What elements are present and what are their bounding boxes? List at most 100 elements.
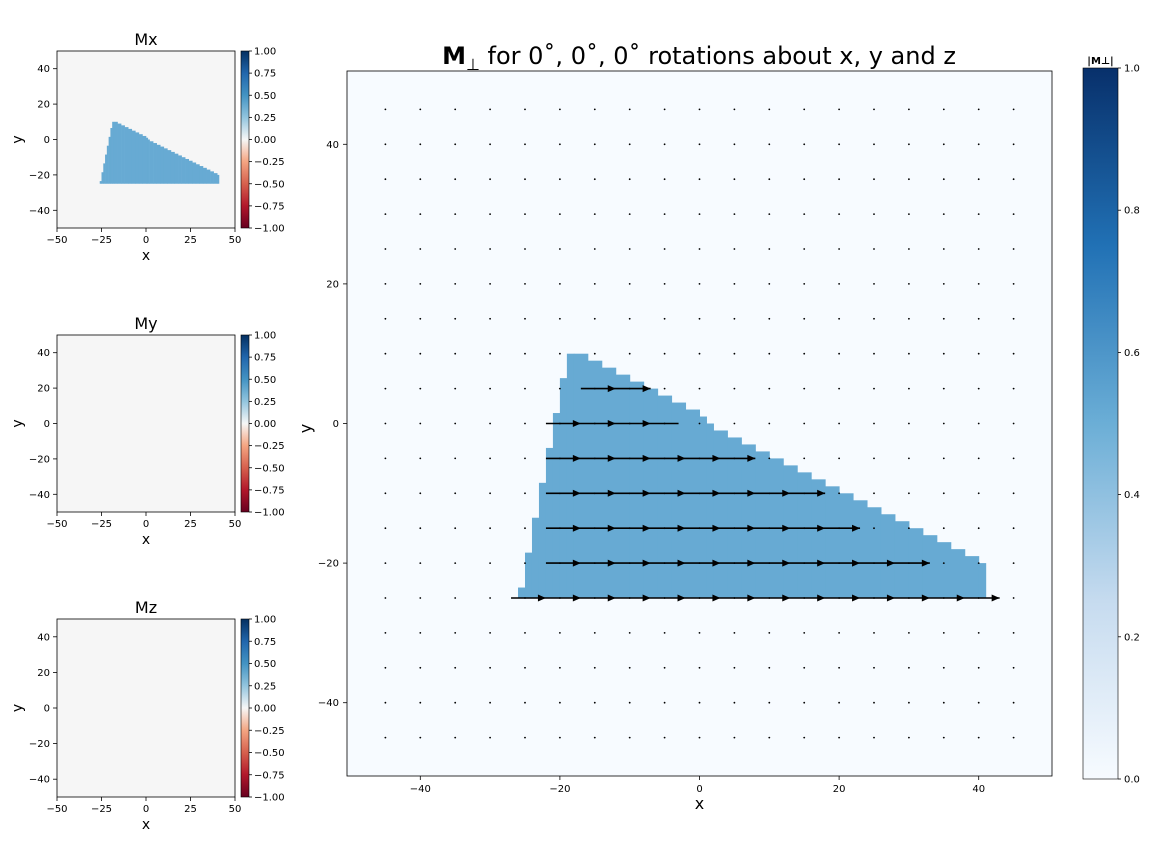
mperp-grid-dot — [1012, 701, 1015, 704]
mperp-grid-dot — [454, 108, 457, 111]
mperp-grid-dot — [838, 492, 841, 495]
mperp-grid-dot — [489, 282, 491, 285]
mperp-ytick-label: 0 — [333, 419, 339, 430]
mperp-grid-dot — [908, 282, 910, 285]
mx-region-column — [138, 134, 143, 184]
mx-region-column — [178, 155, 182, 184]
mperp-grid-dot — [977, 317, 980, 320]
mperp-region-column — [964, 556, 980, 599]
mperp-grid-dot — [698, 213, 701, 215]
mx-region-column — [142, 135, 147, 184]
mperp-grid-dot — [942, 282, 945, 285]
mperp-grid-dot — [733, 317, 736, 320]
mperp-grid-dot — [1012, 387, 1015, 390]
mperp-grid-dot — [454, 178, 457, 181]
mperp-grid-dot — [838, 108, 841, 111]
my-ytick-label: 40 — [37, 348, 50, 359]
mperp-arrow-head — [572, 559, 581, 567]
mperp-arrow-head — [572, 489, 581, 497]
mperp-grid-dot — [454, 143, 457, 146]
my-colorbar-tick-label: 0.25 — [254, 397, 276, 408]
mperp-region-column — [936, 542, 952, 599]
mperp-grid-dot — [384, 282, 387, 285]
mz-ytick-label: 0 — [44, 704, 50, 715]
mperp-grid-dot — [873, 387, 875, 390]
mperp-grid-dot — [384, 597, 387, 599]
mperp-grid-dot — [942, 317, 945, 320]
mperp-grid-dot — [908, 492, 910, 495]
mperp-grid-dot — [1012, 317, 1015, 320]
mperp-grid-dot — [593, 632, 596, 634]
mperp-grid-dot — [942, 143, 945, 146]
mperp-grid-dot — [384, 492, 387, 495]
mperp-grid-dot — [768, 632, 771, 634]
mx-region-column — [156, 144, 161, 184]
mperp-region-column — [922, 535, 938, 599]
mperp-grid-dot — [419, 108, 422, 111]
mperp-grid-dot — [419, 701, 422, 704]
mperp-grid-dot — [489, 736, 491, 739]
mperp-arrow-head — [607, 594, 616, 602]
mx-ytick-label: 0 — [44, 135, 50, 146]
mperp-grid-dot — [489, 248, 491, 250]
mperp-xlabel: x — [695, 794, 704, 813]
mperp-arrow-head — [747, 594, 756, 602]
mz-xtick-label: −50 — [46, 804, 67, 815]
mperp-grid-dot — [628, 632, 631, 634]
mx-ytick-label: 40 — [37, 64, 50, 75]
mx-title: Mx — [134, 30, 157, 49]
mperp-region-column — [797, 472, 812, 599]
mperp-grid-dot — [454, 666, 457, 669]
mperp-grid-dot — [419, 213, 422, 215]
mperp-grid-dot — [489, 492, 491, 495]
mperp-grid-dot — [698, 108, 701, 111]
mperp-arrow-head — [782, 594, 791, 602]
mperp-grid-dot — [558, 632, 561, 634]
mperp-grid-dot — [733, 282, 736, 285]
mperp-grid-dot — [977, 282, 980, 285]
mx-xtick-label: −50 — [46, 235, 67, 246]
mperp-region-column — [629, 381, 645, 599]
mperp-grid-dot — [698, 282, 701, 285]
mperp-grid-dot — [698, 666, 701, 669]
mperp-grid-dot — [558, 352, 561, 355]
mperp-grid-dot — [1012, 352, 1015, 355]
mperp-grid-dot — [524, 527, 526, 530]
mperp-grid-dot — [768, 666, 771, 669]
mperp-grid-dot — [698, 387, 701, 390]
mperp-grid-dot — [733, 352, 736, 355]
mperp-arrow-head — [852, 594, 861, 602]
mperp-region-column — [615, 374, 631, 599]
mperp-grid-dot — [908, 422, 910, 425]
mperp-grid-dot — [768, 317, 771, 320]
mperp-arrow-head — [747, 489, 756, 497]
mperp-grid-dot — [628, 213, 631, 215]
mperp-grid-dot — [663, 178, 666, 181]
mperp-arrow-head — [782, 559, 791, 567]
mperp-arrow-head — [747, 454, 756, 462]
my-xtick-label: −25 — [91, 519, 112, 530]
main-title-text: for 0˚, 0˚, 0˚ rotations about x, y and … — [480, 42, 956, 70]
mperp-grid-dot — [489, 632, 491, 634]
mperp-grid-dot — [524, 666, 526, 669]
mperp-grid-dot — [489, 108, 491, 111]
mperp-grid-dot — [873, 317, 875, 320]
mperp-grid-dot — [733, 666, 736, 669]
my-plot-area — [57, 335, 235, 512]
mperp-arrow-head — [677, 594, 686, 602]
mperp-grid-dot — [558, 666, 561, 669]
mz-colorbar-tick-label: 0.25 — [254, 681, 276, 692]
mperp-grid-dot — [1012, 143, 1015, 146]
mperp-grid-dot — [628, 666, 631, 669]
mperp-grid-dot — [733, 178, 736, 181]
mx-colorbar-tick-label: −0.50 — [254, 179, 285, 190]
mperp-grid-dot — [942, 213, 945, 215]
mperp-grid-dot — [384, 317, 387, 320]
mperp-colorbar-tick-label: 1.0 — [1124, 64, 1140, 75]
mperp-xtick-label: 40 — [972, 784, 985, 795]
mperp-arrow-head — [817, 489, 826, 497]
mx-region-column — [195, 164, 200, 184]
mperp-arrow-head — [677, 559, 686, 567]
mperp-grid-dot — [1012, 632, 1015, 634]
mperp-grid-dot — [489, 562, 491, 565]
